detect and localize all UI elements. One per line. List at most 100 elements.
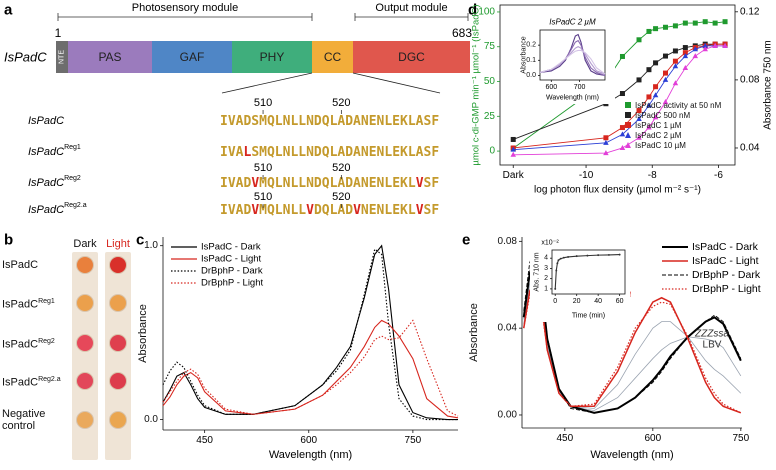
domain-label: PAS xyxy=(98,50,121,64)
sample-spot xyxy=(76,372,94,390)
sample-spot xyxy=(109,256,127,274)
row-label-inner: IsPadCReg2 xyxy=(2,336,55,351)
name: Negative control xyxy=(2,408,46,432)
sequence-segment: IVADSMQLNLLNDQLADANENLEKLASF xyxy=(220,114,439,129)
data-point xyxy=(672,48,678,54)
data-point xyxy=(567,255,570,258)
data-point xyxy=(702,19,708,25)
x-tick-label: -6 xyxy=(714,170,723,181)
x-tick-label: 60 xyxy=(616,298,624,305)
inset-background xyxy=(530,238,630,322)
x-tick-label: 0 xyxy=(553,298,557,305)
x-tick-label: 750 xyxy=(405,435,422,446)
legend-box: IsPadC activity at 50 nM IsPadC 500 nM IsP… xyxy=(625,101,733,150)
y-tick-label: 100 xyxy=(478,6,495,17)
legend-marker xyxy=(625,102,631,108)
name: IsPadC xyxy=(2,376,39,389)
y-tick-label: 0.00 xyxy=(498,409,518,420)
legend-label: DrBphP - Light xyxy=(692,283,761,295)
sequence-name: IsPadCReg2 xyxy=(28,175,81,190)
data-point xyxy=(682,64,689,70)
name: IsPadC xyxy=(2,338,39,351)
legend-label: IsPadC 500 nM xyxy=(635,111,691,120)
domain-label: DGC xyxy=(398,50,425,64)
protein-name: IsPadC xyxy=(4,50,47,65)
panel-label: e xyxy=(462,232,470,249)
row-label: IsPadCReg2.a xyxy=(2,368,70,394)
x-tick-label: 700 xyxy=(574,84,586,91)
residue-number: 520 xyxy=(332,97,350,109)
legend-label: DrBphP - Dark xyxy=(692,269,761,281)
sample-spot xyxy=(76,256,94,274)
sequence-segment: MQLNLLNDQLADANENLEKL xyxy=(259,176,416,191)
data-point xyxy=(672,80,679,86)
legend-label: IsPadC - Light xyxy=(692,255,759,267)
data-point xyxy=(586,254,589,257)
x-tick-label: 750 xyxy=(732,433,749,444)
row-label-text: IsPadCReg1 xyxy=(2,290,70,316)
sequence-segment: MQLNLL xyxy=(259,203,306,218)
data-point xyxy=(722,19,728,25)
y-tick-label: 3 xyxy=(544,265,548,272)
data-point xyxy=(662,99,669,105)
x-tick-label: 450 xyxy=(556,433,573,444)
sequence-segment: V xyxy=(353,203,361,218)
residue-number: 520 xyxy=(332,191,350,203)
row-label-inner: IsPadCReg1 xyxy=(2,296,55,311)
domain xyxy=(68,41,152,73)
panel-label: c xyxy=(136,232,144,249)
name: IsPadC xyxy=(28,177,64,189)
row-label-inner: Negative control xyxy=(2,408,70,432)
data-point xyxy=(619,131,626,137)
y-tick-label: 2 xyxy=(544,275,548,282)
y-tick-label: 0.08 xyxy=(498,236,518,247)
data-point xyxy=(682,50,688,56)
plot-frame xyxy=(499,4,736,166)
legend-label: IsPadC 10 µM xyxy=(635,141,686,150)
data-point xyxy=(557,259,560,262)
legend-label: DrBphP - Dark xyxy=(201,266,263,277)
data-point xyxy=(636,116,642,122)
y-tick-label: 75 xyxy=(484,41,496,52)
row-label-text: IsPadCReg2.a xyxy=(2,368,70,394)
sequence: IVALSMQLNLLNDQLADANENLEKLASF xyxy=(220,145,439,160)
data-point xyxy=(692,46,699,52)
data-point xyxy=(619,91,625,97)
annotation: LBV xyxy=(703,340,722,351)
row-label: IsPadC xyxy=(2,259,38,271)
data-point xyxy=(510,136,516,142)
sequence-segment: SF xyxy=(424,203,440,218)
sequence: IVADVMQLNLLVDQLADVNENLEKLVSF xyxy=(220,203,439,218)
chart: Dark -10 -8 -6 0 25 50 75 100 0.04 0.08 0.12 log pho… xyxy=(471,4,774,195)
column-label: Dark xyxy=(73,238,97,250)
sequence: IVADSMQLNLLNDQLADANENLEKLASF xyxy=(220,114,439,129)
y-tick-label: 0.04 xyxy=(498,323,518,334)
sequence-segment: L xyxy=(243,145,251,160)
module-label: Output module xyxy=(375,2,447,14)
series-line xyxy=(523,245,742,414)
residue-number: 510 xyxy=(254,97,272,109)
name-superscript: Reg2.a xyxy=(64,202,87,209)
y-tick-label: 0.0 xyxy=(144,414,158,425)
sequence-segment: V xyxy=(416,203,424,218)
x-tick-label: 450 xyxy=(196,435,213,446)
sequence-segment: NENLEKL xyxy=(361,203,416,218)
y2-tick-label: 0.04 xyxy=(740,142,760,153)
sequence-name: IsPadC xyxy=(28,115,64,127)
row-label-inner: IsPadCReg2.a xyxy=(2,374,61,389)
sequence: IVADVMQLNLLNDQLADANENLEKLVSF xyxy=(220,176,439,191)
chart-title: IsPadC 2 µM xyxy=(549,18,596,27)
y-axis-label: Absorbance xyxy=(468,303,480,362)
domain xyxy=(56,41,68,73)
data-point xyxy=(562,256,565,259)
row-label: IsPadCReg2 xyxy=(2,336,55,351)
legend-label: DrBphP - Light xyxy=(201,278,263,289)
chart: 600 700 0.0 0.1 0.2 Wavelength (nm) Absorbance… xyxy=(521,18,606,102)
data-point xyxy=(652,114,659,120)
data-point xyxy=(646,102,652,108)
row-label: Negative control xyxy=(2,408,70,432)
data-point xyxy=(619,125,625,131)
x-tick-label: -8 xyxy=(648,170,657,181)
series-line xyxy=(162,319,459,417)
